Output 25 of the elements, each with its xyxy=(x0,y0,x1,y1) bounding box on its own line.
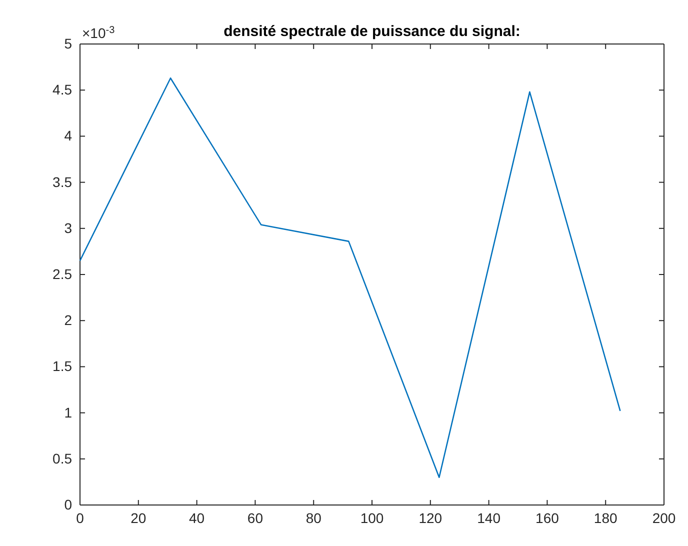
x-tick-label: 200 xyxy=(652,510,676,526)
text: ×10$^{-3}$ xyxy=(82,24,116,41)
x-tick-label: 60 xyxy=(247,510,264,526)
line-series xyxy=(79,77,621,478)
x-tick-label: 100 xyxy=(360,510,384,526)
x-tick-label: 40 xyxy=(189,510,205,526)
y-tick-label: 3 xyxy=(64,220,72,236)
y-tick-label: 1.5 xyxy=(52,358,72,374)
x-tick-label: 180 xyxy=(594,510,618,526)
x-tick-label: 20 xyxy=(130,510,146,526)
x-tick-label: 140 xyxy=(477,510,501,526)
y-tick-label: 0 xyxy=(64,496,72,512)
y-tick-label: 2.5 xyxy=(52,266,72,282)
y-tick-label: 0.5 xyxy=(52,450,72,466)
x-tick-label: 80 xyxy=(306,510,322,526)
chart-title: densité spectrale de puissance du signal: xyxy=(224,23,520,40)
y-tick-label: 1 xyxy=(64,404,72,420)
y-tick-label: 4 xyxy=(64,128,72,144)
x-tick-label: 160 xyxy=(536,510,560,526)
y-tick-label: 2 xyxy=(64,312,72,328)
x-tick-label: 0 xyxy=(76,510,84,526)
y-tick-label: 3.5 xyxy=(52,174,72,190)
x-tick-label: 120 xyxy=(418,510,442,526)
y-tick-label: 4.5 xyxy=(52,82,72,98)
y-tick-label: 5 xyxy=(64,35,72,52)
